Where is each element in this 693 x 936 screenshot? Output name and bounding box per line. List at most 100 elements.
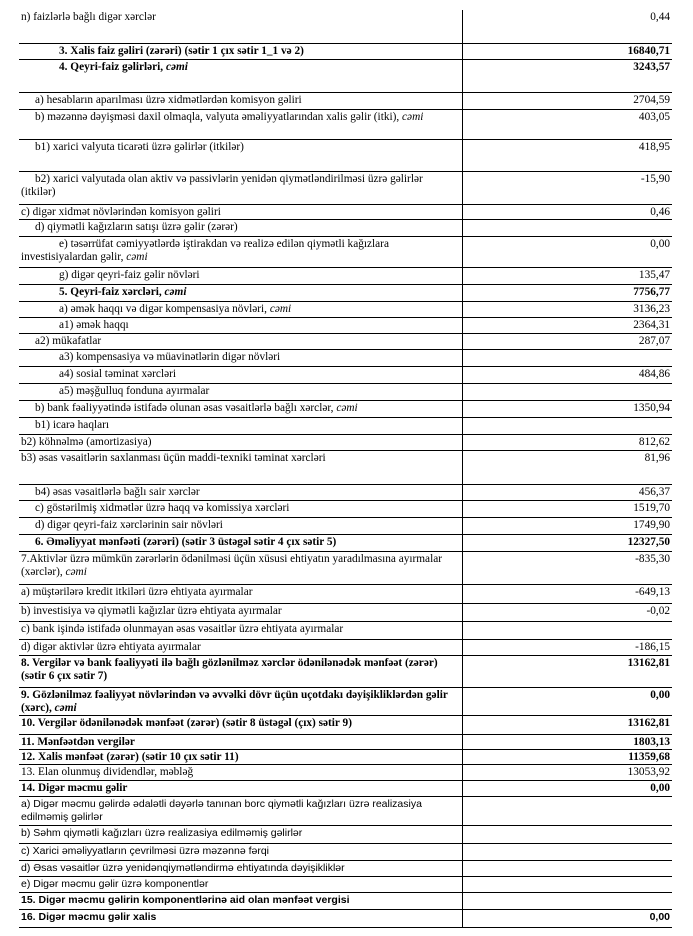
table-row: d) qiymətli kağızların satışı üzrə gəlir…: [19, 220, 672, 237]
row-label: e) təsərrüfat cəmiyyətlərdə iştirakdan v…: [21, 238, 389, 263]
table-row: d) digər qeyri-faiz xərclərinin sair növ…: [19, 518, 672, 535]
table-row: 8. Vergilər və bank fəaliyyəti ilə bağlı…: [19, 656, 672, 688]
row-label-cell: d) digər aktivlər üzrə ehtiyata ayırmala…: [19, 640, 463, 655]
row-label: 10. Vergilər ödənilənədək mənfəət (zərər…: [21, 717, 352, 729]
table-row: b1) xarici valyuta ticarəti üzrə gəlirlə…: [19, 140, 672, 172]
row-label-cell: 3. Xalis faiz gəliri (zərəri) (sətir 1 ç…: [19, 44, 463, 59]
row-label: b) Səhm qiymətli kağızları üzrə realizas…: [21, 827, 303, 839]
table-row: 6. Əməliyyat mənfəəti (zərəri) (sətir 3 …: [19, 535, 672, 552]
row-label: a) Digər məcmu gəlirdə ədalətli dəyərlə …: [21, 798, 422, 823]
row-label: 15. Digər məcmu gəlirin komponentlərinə …: [21, 894, 350, 906]
row-label: 3. Xalis faiz gəliri (zərəri) (sətir 1 ç…: [59, 45, 304, 57]
table-row: a2) mükafatlar 287,07: [19, 334, 672, 350]
row-label: d) digər aktivlər üzrə ehtiyata ayırmala…: [21, 641, 201, 653]
row-label-cell: 4. Qeyri-faiz gəlirləri, cəmi: [19, 60, 463, 92]
row-value: 0,00: [650, 238, 670, 250]
row-label-cell: a) əmək haqqı və digər kompensasiya növl…: [19, 302, 463, 317]
row-label: b) məzənnə dəyişməsi daxil olmaqla, valy…: [35, 111, 400, 123]
table-row: d) digər aktivlər üzrə ehtiyata ayırmala…: [19, 640, 672, 656]
row-label-cell: b1) icarə haqları: [19, 418, 463, 434]
row-value: 13162,81: [627, 657, 670, 669]
row-label: b) investisiya və qiymətli kağızlar üzrə…: [21, 605, 282, 617]
row-label-cell: d) Əsas vəsaitlər üzrə yenidənqiymətlənd…: [19, 861, 463, 876]
row-label-cell: a4) sosial təminat xərcləri: [19, 367, 463, 383]
row-label: 16. Digər məcmu gəlir xalis: [21, 911, 157, 923]
table-row: 12. Xalis mənfəət (zərər) (sətir 10 çıx …: [19, 750, 672, 765]
row-label-cell: b3) əsas vəsaitlərin saxlanması üçün mad…: [19, 451, 463, 484]
table-row: b) bank fəaliyyətində istifadə olunan əs…: [19, 401, 672, 418]
row-value: 287,07: [638, 335, 670, 347]
row-label: a) müştərilərə kredit itkiləri üzrə ehti…: [21, 586, 253, 598]
row-value: 484,86: [638, 368, 670, 380]
table-row: b) investisiya və qiymətli kağızlar üzrə…: [19, 604, 672, 622]
row-label: a) əmək haqqı və digər kompensasiya növl…: [59, 303, 267, 315]
row-label: 13. Elan olunmuş dividendlər, məbləğ: [21, 766, 194, 778]
table-row: 7.Aktivlər üzrə mümkün zərərlərin ödənil…: [19, 552, 672, 585]
row-label-cell: a1) əmək haqqı: [19, 318, 463, 333]
row-label-italic: cəmi: [164, 286, 187, 298]
row-value: 0,00: [650, 689, 670, 701]
row-value: 2704,59: [633, 94, 670, 106]
table-row: a3) kompensasiya və müavinətlərin digər …: [19, 350, 672, 367]
table-row: b4) əsas vəsaitlərlə bağlı sair xərclər 4…: [19, 485, 672, 501]
row-label-italic: cəmi: [269, 303, 292, 315]
row-value: -15,90: [640, 173, 670, 185]
row-label: 4. Qeyri-faiz gəlirləri,: [59, 61, 164, 73]
row-label: e) Digər məcmu gəlir üzrə komponentlər: [21, 878, 209, 890]
row-label-cell: 9. Gözlənilməz fəaliyyət növlərindən və …: [19, 688, 463, 715]
row-label: a1) əmək haqqı: [59, 319, 129, 331]
row-value: 12327,50: [627, 536, 670, 548]
table-row: c) bank işində istifadə olunmayan əsas v…: [19, 622, 672, 640]
row-label: a5) məşğulluq fonduna ayırmalar: [59, 385, 210, 397]
row-label-cell: a3) kompensasiya və müavinətlərin digər …: [19, 350, 463, 366]
table-row: 4. Qeyri-faiz gəlirləri, cəmi 3243,57: [19, 60, 672, 93]
table-row: a) Digər məcmu gəlirdə ədalətli dəyərlə …: [19, 797, 672, 826]
table-row: b2) köhnəlmə (amortizasiya) 812,62: [19, 435, 672, 451]
table-row: b1) icarə haqları: [19, 418, 672, 435]
row-value: 0,00: [650, 782, 670, 794]
row-value: 0,46: [650, 206, 670, 218]
row-value: 13162,81: [627, 717, 670, 729]
row-label-cell: 13. Elan olunmuş dividendlər, məbləğ: [19, 765, 463, 780]
row-label: c) bank işində istifadə olunmayan əsas v…: [21, 623, 344, 635]
row-label: n) faizlərlə bağlı digər xərclər: [21, 11, 156, 23]
row-value: 135,47: [638, 269, 670, 281]
row-label: 9. Gözlənilməz fəaliyyət növlərindən və …: [21, 689, 448, 714]
row-label-cell: d) digər qeyri-faiz xərclərinin sair növ…: [19, 518, 463, 534]
row-label-italic: cəmi: [65, 566, 87, 578]
row-label-cell: 8. Vergilər və bank fəaliyyəti ilə bağlı…: [19, 656, 463, 687]
row-label: g) digər qeyri-faiz gəlir növləri: [59, 269, 200, 281]
row-label-cell: b2) xarici valyutada olan aktiv və passi…: [19, 172, 463, 204]
row-value: 13053,92: [627, 766, 670, 778]
row-label-cell: 10. Vergilər ödənilənədək mənfəət (zərər…: [19, 716, 463, 734]
row-label: 12. Xalis mənfəət (zərər) (sətir 10 çıx …: [21, 751, 239, 763]
row-label: b3) əsas vəsaitlərin saxlanması üçün mad…: [21, 452, 326, 464]
row-label-cell: a5) məşğulluq fonduna ayırmalar: [19, 384, 463, 400]
row-label: b) bank fəaliyyətində istifadə olunan əs…: [35, 402, 334, 414]
table-row: a) hesabların aparılması üzrə xidmətlərd…: [19, 93, 672, 110]
row-value: 456,37: [638, 486, 670, 498]
row-label-cell: b2) köhnəlmə (amortizasiya): [19, 435, 463, 450]
row-label-cell: b) investisiya və qiymətli kağızlar üzrə…: [19, 604, 463, 621]
row-label-italic: cəmi: [54, 702, 77, 714]
table-row: a4) sosial təminat xərcləri 484,86: [19, 367, 672, 384]
table-row: b3) əsas vəsaitlərin saxlanması üçün mad…: [19, 451, 672, 485]
table-row: b) Səhm qiymətli kağızları üzrə realizas…: [19, 826, 672, 844]
row-value: -186,15: [635, 641, 670, 653]
row-label: c) göstərilmiş xidmətlər üzrə haqq və ko…: [35, 502, 290, 514]
table-row: 13. Elan olunmuş dividendlər, məbləğ 1305…: [19, 765, 672, 781]
row-label: 8. Vergilər və bank fəaliyyəti ilə bağlı…: [21, 657, 438, 682]
row-label-cell: c) Xarici əməliyyatların çevrilməsi üzrə…: [19, 844, 463, 860]
row-label-cell: c) göstərilmiş xidmətlər üzrə haqq və ko…: [19, 501, 463, 517]
table-row: n) faizlərlə bağlı digər xərclər 0,44: [19, 10, 672, 44]
row-label-cell: n) faizlərlə bağlı digər xərclər: [19, 10, 463, 43]
table-row: a) müştərilərə kredit itkiləri üzrə ehti…: [19, 585, 672, 604]
row-value: -835,30: [635, 553, 670, 565]
row-label-cell: c) bank işində istifadə olunmayan əsas v…: [19, 622, 463, 639]
table-row: g) digər qeyri-faiz gəlir növləri 135,47: [19, 268, 672, 285]
row-label-cell: b) Səhm qiymətli kağızları üzrə realizas…: [19, 826, 463, 843]
row-label: d) qiymətli kağızların satışı üzrə gəlir…: [35, 221, 238, 233]
table-row: 10. Vergilər ödənilənədək mənfəət (zərər…: [19, 716, 672, 735]
row-value: 0,00: [649, 911, 670, 923]
row-value: 16840,71: [627, 45, 670, 57]
